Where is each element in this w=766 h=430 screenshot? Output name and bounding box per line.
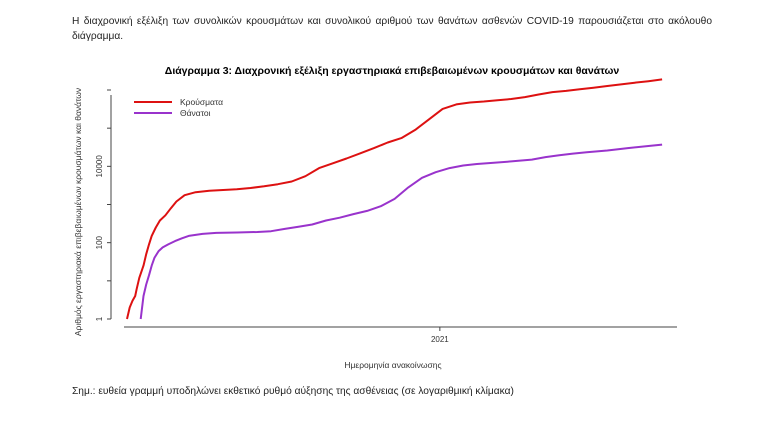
x-axis-label: Ημερομηνία ανακοίνωσης bbox=[344, 360, 441, 370]
chart-axes: 1 100 10000 2021 bbox=[95, 89, 677, 344]
legend-label-0: Κρούσματα bbox=[180, 97, 223, 107]
line-chart: Διάγραμμα 3: Διαχρονική εξέλιξη εργαστηρ… bbox=[73, 65, 677, 370]
series-line-0 bbox=[126, 78, 663, 320]
chart-title: Διάγραμμα 3: Διαχρονική εξέλιξη εργαστηρ… bbox=[165, 65, 620, 77]
chart-series bbox=[126, 78, 663, 320]
footnote: Σημ.: ευθεία γραμμή υποδηλώνει εκθετικό … bbox=[72, 386, 514, 397]
y-tick-label: 100 bbox=[95, 235, 104, 249]
y-tick-label: 10000 bbox=[95, 155, 104, 178]
x-tick-label: 2021 bbox=[431, 335, 449, 344]
y-axis-label: Αριθμός εργαστηριακά επιβεβαιωμένων κρου… bbox=[73, 88, 83, 336]
y-tick-label: 1 bbox=[95, 316, 104, 321]
series-line-1 bbox=[139, 143, 663, 320]
intro-paragraph: Η διαχρονική εξέλιξη των συνολικών κρουσ… bbox=[72, 16, 712, 42]
legend-label-1: Θάνατοι bbox=[180, 108, 211, 118]
